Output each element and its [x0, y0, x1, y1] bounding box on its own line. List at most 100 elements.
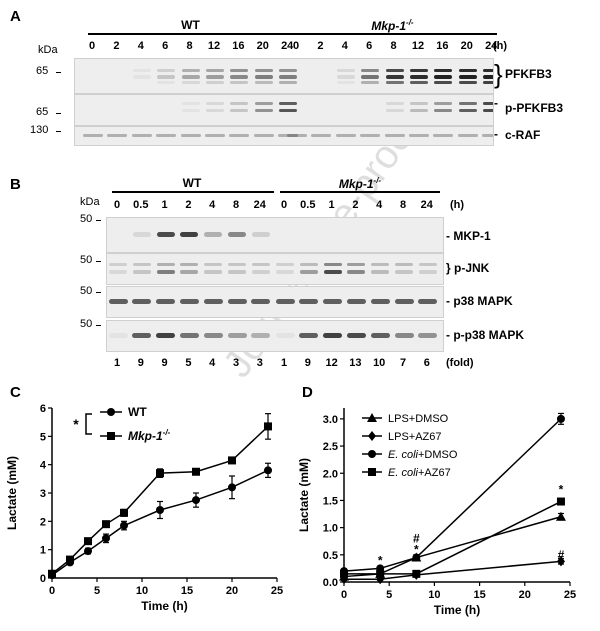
legend-label-2: E. coli+DMSO	[388, 449, 458, 461]
blot-band	[370, 333, 390, 338]
panel-a-timepoint-12: 6	[366, 40, 373, 52]
blot-band	[254, 102, 273, 105]
panel-b-fold-12: 7	[399, 357, 407, 369]
marker-square	[156, 469, 164, 478]
blot-band	[203, 333, 223, 338]
y-tick-label: 2	[40, 516, 46, 528]
blot-band	[132, 75, 151, 79]
panel-a-blot1-marker: 65	[36, 65, 49, 77]
legend-label-wt: WT	[128, 405, 147, 419]
marker-circle	[156, 506, 164, 514]
panel-a-timepoint-1: 2	[113, 40, 120, 52]
panel-b-fold-9: 12	[325, 357, 338, 369]
panel-a-timepoint-14: 12	[411, 40, 425, 52]
blot-band	[204, 270, 223, 274]
x-tick-label: 10	[428, 589, 440, 601]
panel-c-letter: C	[10, 384, 21, 401]
panel-b-fold-13: 6	[423, 357, 430, 369]
pfkfb3-label: PFKFB3	[505, 67, 552, 81]
blot-band	[433, 134, 454, 137]
x-axis-label: Time (h)	[141, 599, 187, 613]
blot-band	[458, 102, 477, 105]
x-tick-label: 0	[49, 585, 55, 597]
panel-b-fold-2: 9	[161, 357, 168, 369]
panel-b-timepoint-12: 8	[399, 199, 407, 211]
blot-band	[385, 75, 404, 79]
blot-band	[458, 81, 477, 84]
blot-band	[156, 263, 175, 266]
panel-a-timepoint-16: 20	[460, 40, 473, 52]
marker-diamond	[368, 431, 376, 441]
blot-band	[227, 299, 247, 304]
blot-band	[336, 75, 355, 79]
blot-band	[275, 299, 295, 304]
x-tick-label: 15	[473, 589, 485, 601]
blot-band	[108, 333, 128, 338]
mkp1-blot	[106, 217, 444, 253]
blot-band	[279, 81, 298, 84]
x-tick-label: 0	[341, 589, 347, 601]
panel-a-timepoint-17: 24	[485, 40, 498, 52]
panel-d-letter: D	[302, 384, 313, 401]
panel-d-chart: 0 5 10 15 20 25 0.0 0.5 1.0 1.5 2.0 2.5 3.0 Time (h) L…	[297, 408, 576, 617]
blot-band	[299, 299, 319, 304]
blot-band	[370, 299, 390, 304]
panel-b-wt-label: WT	[182, 176, 202, 190]
blot-band	[385, 109, 404, 112]
blot-band	[323, 299, 343, 304]
blot-band	[336, 69, 355, 72]
x-tick-label: 15	[181, 585, 193, 597]
p38-label: - p38 MAPK	[446, 294, 513, 308]
blot-band	[483, 69, 493, 72]
panel-b-timepoint-2: 1	[161, 199, 168, 211]
x-tick-label: 5	[94, 585, 100, 597]
blot-band	[132, 270, 151, 274]
x-tick-label: 20	[519, 589, 531, 601]
blot-band	[410, 102, 428, 105]
marker-square	[102, 520, 110, 529]
y-tick-label: 0.5	[323, 550, 338, 562]
x-tick-label: 25	[271, 585, 283, 597]
blot-band	[206, 109, 224, 112]
y-tick-label: 1.5	[323, 495, 338, 507]
panel-b-fold-0: 1	[113, 357, 121, 369]
blot-band	[253, 134, 274, 137]
blot-band	[275, 333, 295, 338]
blot-band	[335, 134, 356, 137]
panel-a-timepoint-13: 8	[390, 40, 397, 52]
marker-triangle	[555, 511, 566, 521]
panel-b-letter: B	[10, 176, 21, 193]
p-pfkfb3-bracket: -	[494, 96, 498, 110]
blot-band	[181, 69, 200, 72]
panel-a-timepoint-5: 12	[207, 40, 221, 52]
marker-square	[84, 537, 92, 546]
panel-b-timepoint-3: 2	[185, 199, 192, 211]
marker-circle	[264, 466, 272, 475]
p-pfkfb3-blot	[74, 94, 494, 126]
y-tick-label: 5	[40, 431, 46, 443]
y-tick-label: 3	[40, 488, 46, 500]
pp38-marker: 50	[80, 318, 93, 330]
panel-a-timepoint-11: 4	[341, 40, 348, 52]
marker-circle	[192, 496, 200, 505]
marker-square	[556, 497, 565, 506]
blot-band	[179, 333, 199, 338]
c-raf-label: c-RAF	[505, 128, 541, 142]
blot-band	[156, 333, 176, 338]
panel-b-fold-10: 13	[349, 357, 362, 369]
marker-circle	[556, 414, 565, 423]
marker-circle	[412, 553, 421, 562]
blot-band	[346, 333, 366, 338]
blot-band	[347, 270, 366, 274]
marker-circle	[368, 450, 376, 458]
pfkfb3-bracket: }	[494, 59, 503, 89]
blot-band	[287, 134, 307, 137]
series-line	[344, 560, 562, 581]
y-axis-label: Lactate (mM)	[5, 456, 19, 530]
blot-band	[323, 270, 342, 274]
blot-band	[299, 270, 318, 274]
blot-band	[227, 333, 247, 338]
blot-band	[361, 69, 380, 72]
blot-band	[131, 134, 152, 137]
blot-band	[395, 263, 413, 266]
